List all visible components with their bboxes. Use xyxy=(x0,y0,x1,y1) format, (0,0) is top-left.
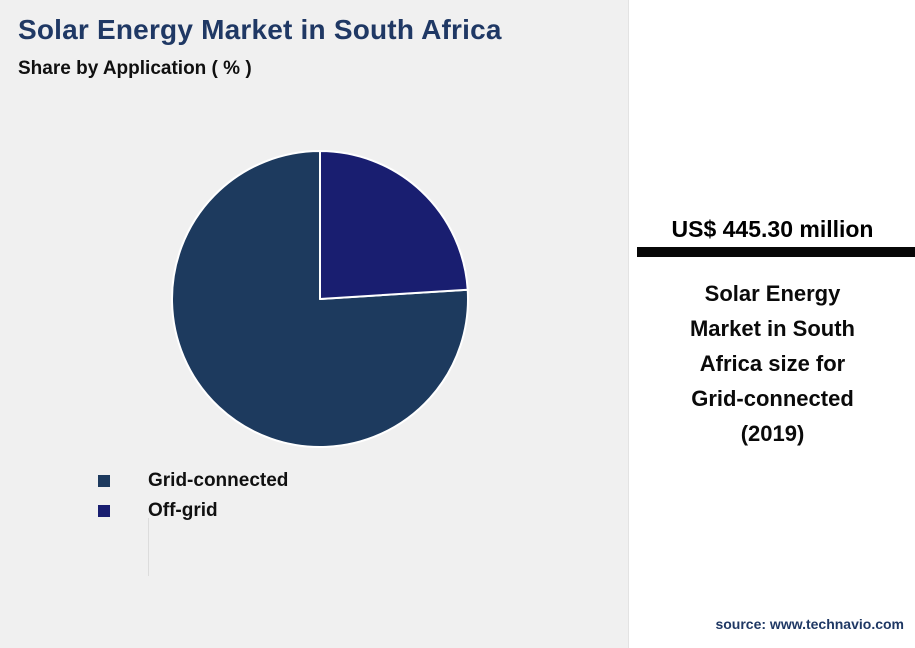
source-text: source: www.technavio.com xyxy=(715,616,904,632)
metric-description: Solar Energy Market in South Africa size… xyxy=(689,281,855,446)
pie-slice-grid-connected xyxy=(171,150,469,448)
legend-swatch-grid-connected xyxy=(98,475,110,487)
pie-chart-container xyxy=(170,149,470,449)
legend-item-off-grid: Off-grid xyxy=(98,496,288,526)
page-subtitle: Share by Application ( % ) xyxy=(18,58,252,79)
legend-item-grid-connected: Grid-connected xyxy=(98,466,288,496)
pie-slice-off-grid xyxy=(319,150,469,300)
pie-chart xyxy=(171,150,469,448)
legend-label-off-grid: Off-grid xyxy=(148,500,218,521)
legend-label-grid-connected: Grid-connected xyxy=(148,470,289,491)
decorative-line xyxy=(148,518,149,576)
divider-bar xyxy=(637,247,915,257)
page-title: Solar Energy Market in South Africa xyxy=(18,14,502,45)
side-panel: US$ 445.30 million Solar Energy Market i… xyxy=(628,0,915,648)
legend: Grid-connected Off-grid xyxy=(98,466,288,526)
metric-value: US$ 445.30 million xyxy=(671,216,874,242)
legend-swatch-off-grid xyxy=(98,505,110,517)
chart-area: Solar Energy Market in South Africa Shar… xyxy=(18,14,502,576)
